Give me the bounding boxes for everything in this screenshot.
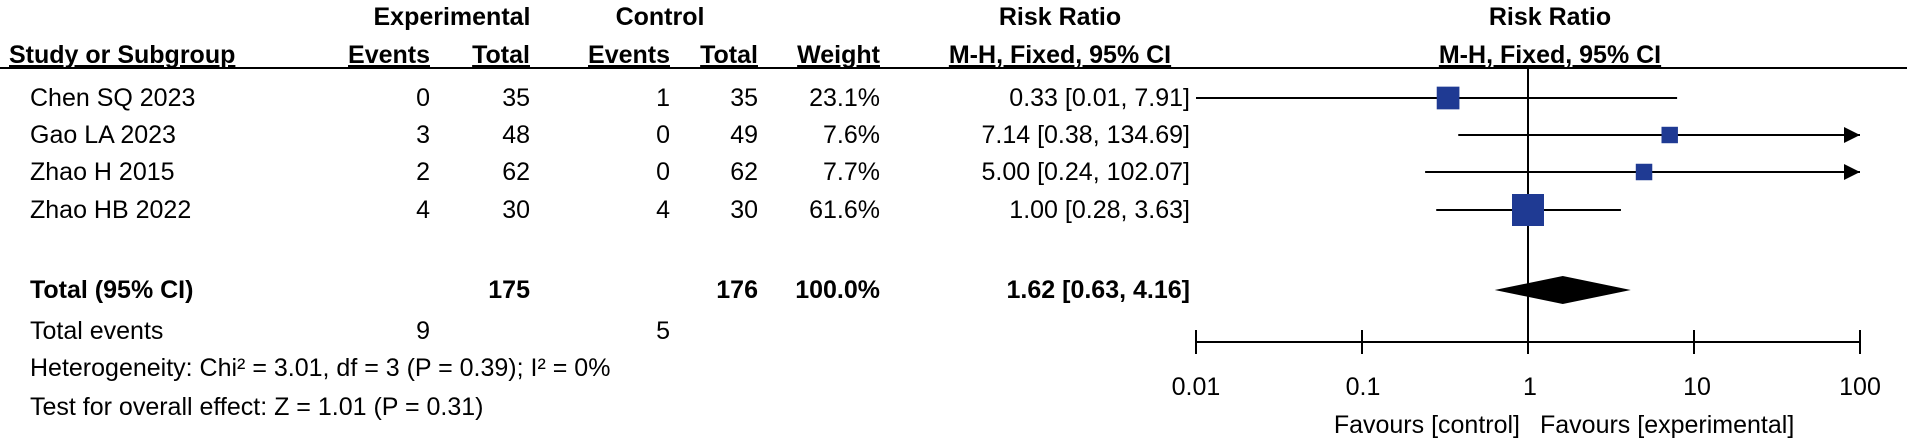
weight: 61.6%	[809, 196, 880, 224]
ctl-total: 62	[730, 158, 758, 186]
header-ctl-total: Total	[700, 41, 758, 69]
tick-label: 1	[1523, 373, 1537, 401]
study-marker	[1436, 86, 1460, 110]
ci-arrow	[1844, 164, 1860, 180]
header-ctl-events: Events	[588, 41, 670, 69]
tick-label: 0.1	[1345, 373, 1381, 401]
study-marker	[1661, 126, 1678, 144]
study-name: Chen SQ 2023	[30, 84, 196, 112]
weight: 7.7%	[823, 158, 880, 186]
pooled-diamond	[1494, 276, 1631, 304]
exp-events: 0	[416, 84, 430, 112]
total-events-label: Total events	[30, 317, 164, 345]
favours-experimental-label: Favours [experimental]	[1540, 411, 1795, 439]
exp-events: 2	[416, 158, 430, 186]
exp-total: 62	[502, 158, 530, 186]
header-experimental: Experimental	[373, 3, 531, 31]
header-exp-events: Events	[348, 41, 430, 69]
heterogeneity-text: Heterogeneity: Chi² = 3.01, df = 3 (P = …	[30, 354, 611, 382]
tick-label: 0.01	[1171, 373, 1221, 401]
total-ctl-total: 176	[716, 276, 758, 304]
ctl-total: 35	[730, 84, 758, 112]
exp-total: 30	[502, 196, 530, 224]
ctl-events: 0	[656, 158, 670, 186]
ctl-events: 0	[656, 121, 670, 149]
total-label: Total (95% CI)	[30, 276, 194, 304]
total-exp-total: 175	[488, 276, 530, 304]
ctl-total: 30	[730, 196, 758, 224]
ci-text: 5.00 [0.24, 102.07]	[981, 158, 1190, 186]
header-method: M-H, Fixed, 95% CI	[948, 41, 1172, 69]
favours-control-label: Favours [control]	[1333, 411, 1520, 439]
weight: 7.6%	[823, 121, 880, 149]
study-marker	[1512, 194, 1544, 226]
study-name: Zhao HB 2022	[30, 196, 192, 224]
header-method-plot: M-H, Fixed, 95% CI	[1438, 41, 1662, 69]
ctl-total: 49	[730, 121, 758, 149]
ctl-events: 4	[656, 196, 670, 224]
ctl-events: 1	[656, 84, 670, 112]
header-risk-ratio-plot: Risk Ratio	[1488, 3, 1612, 31]
study-name: Zhao H 2015	[30, 158, 175, 186]
header-risk-ratio: Risk Ratio	[998, 3, 1122, 31]
ci-text: 0.33 [0.01, 7.91]	[1009, 84, 1190, 112]
total-events-ctl: 5	[656, 317, 670, 345]
header-study: Study or Subgroup	[9, 41, 236, 69]
weight: 23.1%	[809, 84, 880, 112]
tick-label: 10	[1683, 373, 1711, 401]
exp-total: 48	[502, 121, 530, 149]
overall-effect-text: Test for overall effect: Z = 1.01 (P = 0…	[30, 393, 484, 421]
exp-total: 35	[502, 84, 530, 112]
study-name: Gao LA 2023	[30, 121, 176, 149]
ci-text: 7.14 [0.38, 134.69]	[981, 121, 1190, 149]
total-ci-text: 1.62 [0.63, 4.16]	[1006, 276, 1190, 304]
exp-events: 4	[416, 196, 430, 224]
total-weight: 100.0%	[795, 276, 880, 304]
ci-arrow	[1844, 127, 1860, 143]
header-weight: Weight	[797, 41, 880, 69]
header-control: Control	[615, 3, 705, 31]
total-events-exp: 9	[416, 317, 430, 345]
study-marker	[1635, 163, 1653, 181]
exp-events: 3	[416, 121, 430, 149]
header-exp-total: Total	[472, 41, 530, 69]
tick-label: 100	[1839, 373, 1881, 401]
ci-text: 1.00 [0.28, 3.63]	[1009, 196, 1190, 224]
